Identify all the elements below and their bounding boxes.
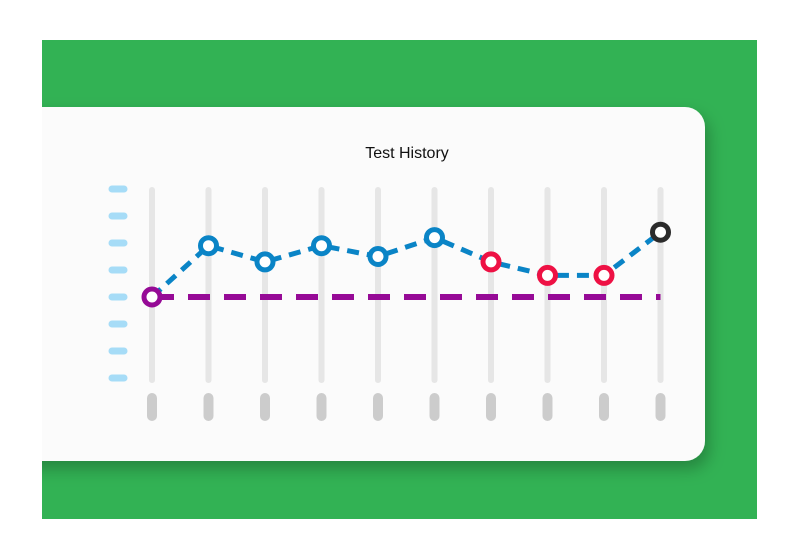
data-point xyxy=(650,221,671,243)
data-line xyxy=(150,230,663,299)
data-point xyxy=(480,251,502,273)
data-point xyxy=(367,246,389,267)
chart-title: Test History xyxy=(365,145,449,162)
data-point xyxy=(424,227,445,249)
data-point xyxy=(537,264,558,286)
data-point xyxy=(141,286,163,308)
data-point xyxy=(198,235,219,257)
data-point xyxy=(254,251,276,273)
data-point xyxy=(593,264,615,286)
data-point xyxy=(311,235,332,257)
